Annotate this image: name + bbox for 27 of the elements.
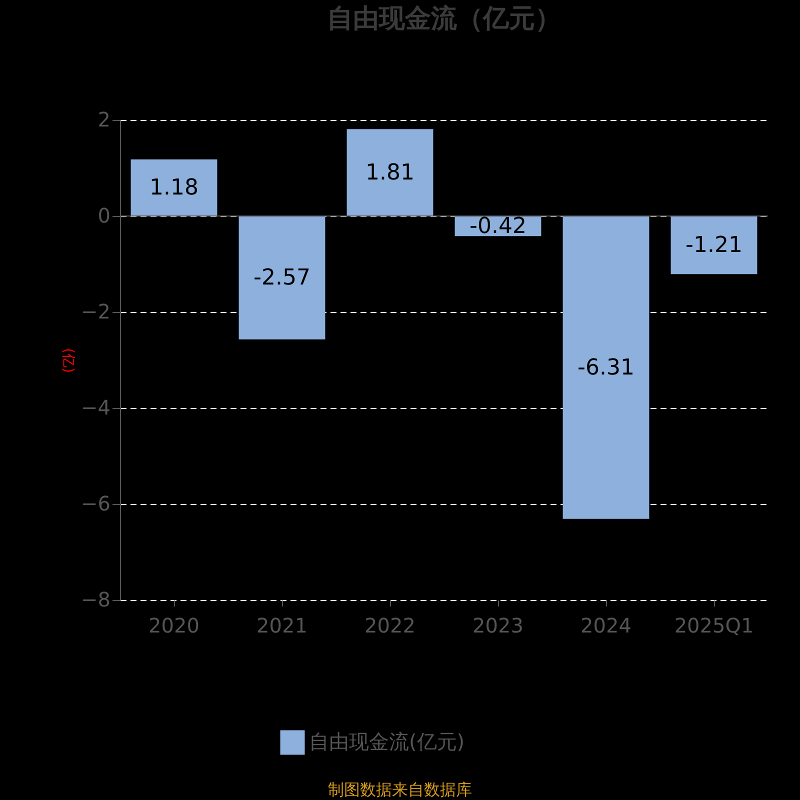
- y-tick-label: −4: [81, 396, 110, 420]
- y-tick-label: 2: [98, 108, 110, 132]
- data-label: -0.42: [470, 214, 526, 240]
- x-tick-label: 2023: [472, 614, 524, 638]
- data-label: -2.57: [254, 266, 310, 291]
- x-tick-label: 2024: [580, 614, 632, 638]
- y-tick-label: −8: [81, 588, 110, 612]
- legend-label: 自由现金流(亿元): [309, 730, 465, 754]
- y-tick-label: 0: [98, 204, 110, 228]
- bar: [670, 216, 758, 274]
- bar: [130, 159, 218, 216]
- x-tick-label: 2021: [256, 614, 308, 638]
- y-tick-label: −6: [81, 492, 110, 516]
- bar: [346, 129, 434, 216]
- y-tick-label: −2: [81, 300, 110, 324]
- x-tick-label: 2022: [364, 614, 416, 638]
- x-tick-label: 2020: [148, 614, 200, 638]
- data-label: 1.81: [366, 160, 414, 186]
- y-axis-title: (亿): [60, 348, 76, 373]
- data-label: 1.18: [150, 176, 198, 201]
- text: 制图数据来自数据库: [328, 780, 472, 799]
- x-tick-label: 2025Q1: [674, 614, 754, 638]
- bar: [238, 216, 326, 340]
- bar: [562, 216, 650, 519]
- data-label: -1.21: [686, 233, 742, 258]
- chart-title: 自由现金流（亿元）: [327, 4, 561, 34]
- data-label: -6.31: [578, 355, 634, 380]
